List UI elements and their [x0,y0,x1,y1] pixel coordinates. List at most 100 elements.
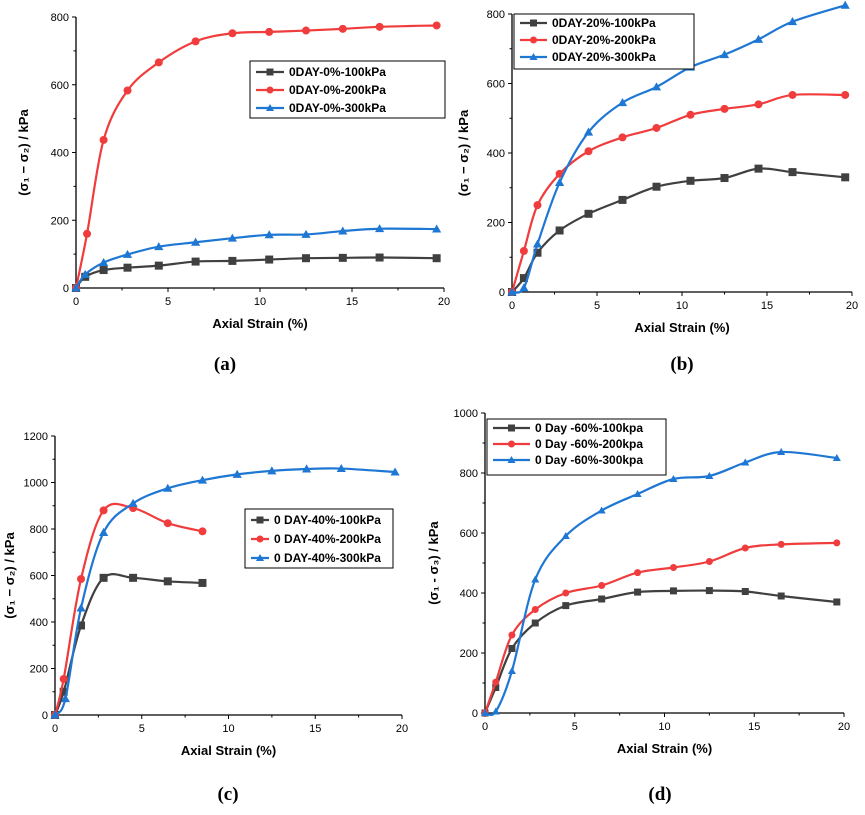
data-point [338,24,347,33]
data-point [432,224,442,233]
data-point [99,266,108,275]
data-point [720,104,729,113]
data-point [59,674,68,683]
y-tick-label: 400 [487,148,505,160]
data-point [562,589,570,597]
x-tick-label: 20 [838,721,850,733]
legend-label: 0 Day -60%-200kpa [535,437,643,451]
data-point [598,582,606,589]
data-point [652,123,661,132]
x-tick-label: 20 [438,296,450,308]
data-point [390,467,400,476]
data-point [617,98,628,107]
data-point [669,587,677,595]
data-point [191,237,201,246]
data-point [652,182,661,191]
data-point [669,564,677,571]
data-point [492,678,500,686]
x-tick-label: 5 [139,723,145,735]
y-tick-label: 200 [30,664,48,676]
legend-swatch-marker [508,424,515,432]
data-point [705,471,714,480]
legend: 0 Day -60%-100kpa 0 Day -60%-200kpa 0 Day … [486,418,667,476]
data-point [555,226,564,235]
data-point [583,127,594,136]
data-point [754,100,763,109]
data-point [705,587,713,595]
x-tick-label: 0 [73,296,79,308]
data-point [618,195,627,204]
series-2 [51,502,207,719]
data-point [232,469,242,478]
data-point [128,498,138,507]
data-point [198,527,207,536]
data-point [651,82,662,91]
x-tick-label: 20 [846,300,858,312]
data-point [841,173,850,182]
data-point [705,558,713,565]
y-tick-label: 400 [51,148,69,160]
data-point [50,710,60,719]
data-point [562,602,570,610]
y-tick-label: 800 [30,524,48,536]
legend-swatch-marker [530,36,537,44]
data-point [634,588,642,596]
data-point [265,255,274,264]
data-point [741,588,749,595]
legend-swatch-marker [508,440,515,448]
x-tick-label: 15 [748,721,760,733]
legend-swatch-marker [255,553,265,562]
data-point [163,577,172,586]
data-point [375,253,384,262]
data-point [99,506,108,515]
legend-box [244,508,394,569]
y-axis-title: (σ₁ − σ₂) / kPa [16,109,31,196]
data-point [597,506,606,514]
legend-label: 0 Day -60%-100kpa [535,421,643,435]
data-point [60,694,71,703]
data-point [71,283,81,292]
data-point [555,177,565,186]
data-point [720,174,729,183]
data-point [77,574,86,583]
y-axis-title: (σ₁ − σ₂) / kPa [2,532,17,619]
data-point [753,34,764,43]
data-point [634,569,642,577]
data-point [832,453,841,462]
data-point [83,229,92,238]
x-tick-label: 0 [509,300,515,312]
legend-swatch-marker [256,516,264,524]
legend-swatch-marker [266,86,274,94]
data-point [531,619,539,627]
legend-label: 0DAY-0%-100kPa [289,65,386,79]
data-point [77,621,86,630]
y-tick-label: 600 [487,79,505,91]
data-point [122,249,133,258]
x-tick-label: 15 [309,723,321,735]
data-point [301,464,312,473]
y-axis-title: (σ₁ − σ₂) / kPa [456,109,471,196]
x-tick-label: 15 [761,300,773,312]
data-point [833,539,841,547]
data-point [598,595,606,603]
data-point [432,254,441,263]
data-point [265,27,274,36]
y-tick-label: 0 [42,710,48,722]
data-point [788,168,797,177]
x-tick-label: 0 [52,723,58,735]
data-point [197,475,208,484]
series-3 [507,0,850,296]
data-point [741,458,750,466]
data-point [99,573,108,582]
x-tick-label: 10 [222,723,234,735]
legend-label: 0 Day -60%-300kpa [535,453,643,467]
x-tick-label: 5 [572,721,578,733]
series-line [484,450,837,717]
data-point [584,147,593,156]
data-point [508,645,516,652]
data-point [191,257,200,266]
x-tick-label: 15 [346,296,358,308]
y-tick-label: 0 [472,708,478,720]
